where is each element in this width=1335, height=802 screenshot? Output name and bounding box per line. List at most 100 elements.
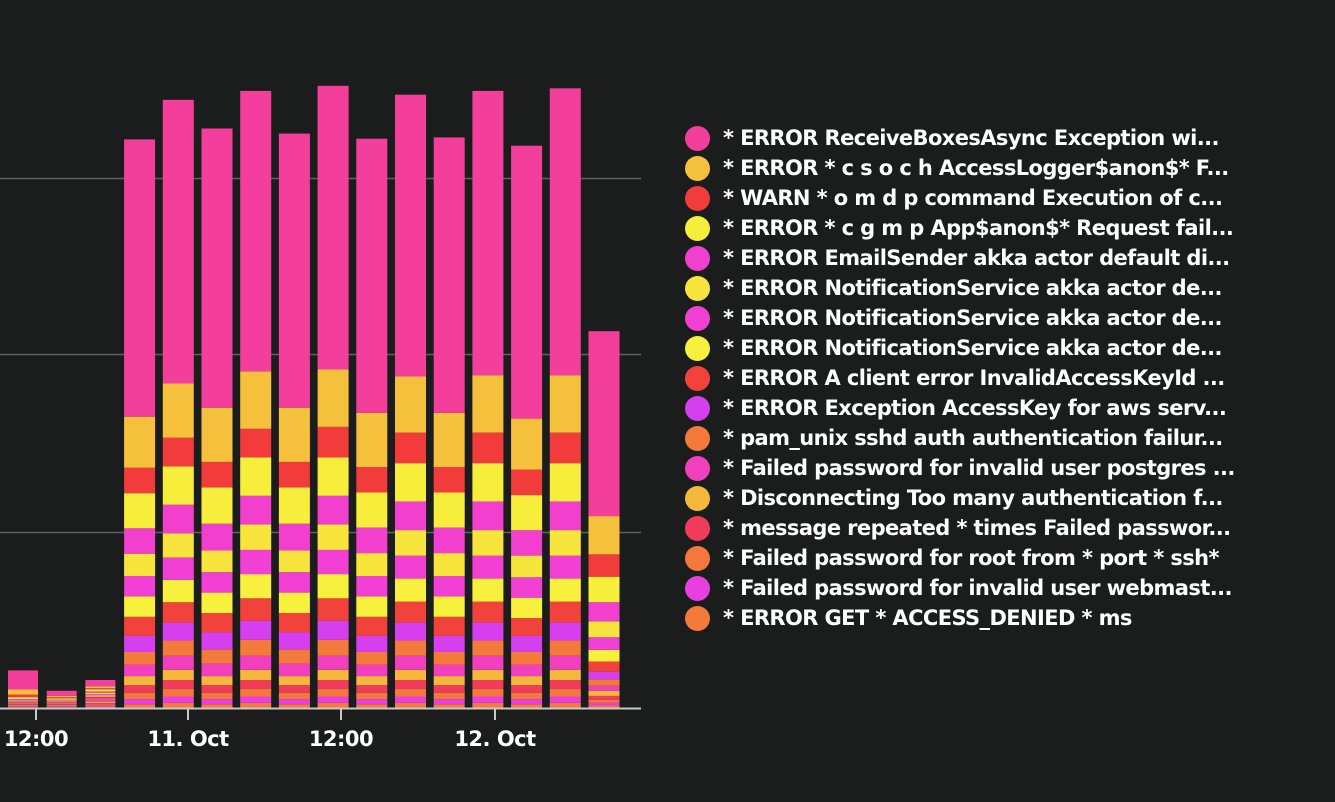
bar-segment[interactable] xyxy=(85,706,116,708)
bar-segment[interactable] xyxy=(395,696,426,703)
legend-item[interactable]: * WARN * o m d p command Execution of c.… xyxy=(685,183,1325,213)
bar-segment[interactable] xyxy=(85,705,116,707)
bar-segment[interactable] xyxy=(511,704,543,709)
bar-segment[interactable] xyxy=(317,680,349,689)
bar-segment[interactable] xyxy=(124,685,156,693)
bar-segment[interactable] xyxy=(317,369,349,427)
bar-segment[interactable] xyxy=(162,533,194,558)
bar-segment[interactable] xyxy=(85,692,116,694)
bar-segment[interactable] xyxy=(395,669,426,680)
bar-segment[interactable] xyxy=(395,578,426,602)
bar-segment[interactable] xyxy=(201,461,233,488)
bar-segment[interactable] xyxy=(85,702,116,705)
bar-segment[interactable] xyxy=(511,555,543,578)
bar-segment[interactable] xyxy=(356,138,388,413)
bar-segment[interactable] xyxy=(278,676,310,686)
bar-segment[interactable] xyxy=(433,527,465,554)
bar-segment[interactable] xyxy=(472,90,504,376)
bar-segment[interactable] xyxy=(356,699,388,705)
bar-segment[interactable] xyxy=(395,501,426,531)
bar-segment[interactable] xyxy=(124,553,156,577)
bar-segment[interactable] xyxy=(124,636,156,652)
bar-segment[interactable] xyxy=(588,695,620,700)
bar-segment[interactable] xyxy=(472,375,504,433)
bar-segment[interactable] xyxy=(278,663,310,677)
bar-segment[interactable] xyxy=(278,523,310,551)
bar-segment[interactable] xyxy=(511,676,543,686)
bar-segment[interactable] xyxy=(356,651,388,665)
bar-segment[interactable] xyxy=(356,616,388,636)
bar-segment[interactable] xyxy=(549,688,581,697)
bar-segment[interactable] xyxy=(395,688,426,697)
bar-segment[interactable] xyxy=(240,371,272,429)
bar-segment[interactable] xyxy=(472,655,504,670)
bar-segment[interactable] xyxy=(124,576,156,597)
bar-segment[interactable] xyxy=(433,596,465,617)
bar-segment[interactable] xyxy=(588,554,620,577)
bar-segment[interactable] xyxy=(433,664,465,677)
bar-segment[interactable] xyxy=(46,706,77,707)
bar-segment[interactable] xyxy=(433,492,465,528)
bar-segment[interactable] xyxy=(278,704,310,709)
bar-segment[interactable] xyxy=(395,640,426,656)
legend-item[interactable]: * ERROR * c s o c h AccessLogger$anon$* … xyxy=(685,153,1325,183)
bar-segment[interactable] xyxy=(511,618,543,636)
bar-segment[interactable] xyxy=(8,702,38,704)
bar-segment[interactable] xyxy=(472,555,504,579)
bar-segment[interactable] xyxy=(124,596,156,617)
bar-segment[interactable] xyxy=(46,703,77,705)
bar-segment[interactable] xyxy=(317,702,349,708)
bar-segment[interactable] xyxy=(8,700,38,701)
bar-segment[interactable] xyxy=(46,699,77,701)
bar-segment[interactable] xyxy=(85,689,116,692)
bar-segment[interactable] xyxy=(588,661,620,672)
bar-segment[interactable] xyxy=(162,466,194,505)
bar-segment[interactable] xyxy=(124,139,156,417)
bar-segment[interactable] xyxy=(472,463,504,502)
bar-segment[interactable] xyxy=(8,689,38,695)
bar-segment[interactable] xyxy=(511,597,543,619)
legend-item[interactable]: * Failed password for invalid user postg… xyxy=(685,453,1325,483)
bar-segment[interactable] xyxy=(549,530,581,556)
bar-segment[interactable] xyxy=(356,412,388,467)
bar-segment[interactable] xyxy=(356,576,388,597)
bar-segment[interactable] xyxy=(511,651,543,665)
bar-segment[interactable] xyxy=(472,702,504,708)
legend-item[interactable]: * Failed password for root from * port *… xyxy=(685,543,1325,573)
bar-segment[interactable] xyxy=(46,704,77,706)
bar-segment[interactable] xyxy=(549,696,581,703)
bar-segment[interactable] xyxy=(124,616,156,636)
bar-segment[interactable] xyxy=(201,487,233,524)
bar-segment[interactable] xyxy=(549,640,581,656)
legend-item[interactable]: * ERROR NotificationService akka actor d… xyxy=(685,333,1325,363)
bar-segment[interactable] xyxy=(588,699,620,703)
bar-segment[interactable] xyxy=(549,702,581,708)
bar-segment[interactable] xyxy=(472,622,504,641)
bar-segment[interactable] xyxy=(588,576,620,603)
bar-segment[interactable] xyxy=(356,636,388,652)
bar-segment[interactable] xyxy=(433,137,465,413)
bar-segment[interactable] xyxy=(240,457,272,496)
bar-segment[interactable] xyxy=(46,701,77,703)
bar-segment[interactable] xyxy=(85,691,116,693)
bar-segment[interactable] xyxy=(278,487,310,524)
bar-segment[interactable] xyxy=(588,690,620,696)
bar-segment[interactable] xyxy=(317,620,349,640)
bar-segment[interactable] xyxy=(395,702,426,708)
bar-segment[interactable] xyxy=(433,685,465,693)
bar-segment[interactable] xyxy=(472,530,504,556)
bar-segment[interactable] xyxy=(8,706,38,707)
bar-segment[interactable] xyxy=(201,699,233,705)
bar-segment[interactable] xyxy=(549,501,581,531)
bar-segment[interactable] xyxy=(8,701,38,702)
bar-segment[interactable] xyxy=(472,501,504,531)
legend-item[interactable]: * ERROR NotificationService akka actor d… xyxy=(685,303,1325,333)
bar-segment[interactable] xyxy=(124,416,156,468)
bar-segment[interactable] xyxy=(588,637,620,650)
bar-segment[interactable] xyxy=(240,598,272,621)
bar-segment[interactable] xyxy=(472,688,504,697)
bar-segment[interactable] xyxy=(8,702,38,703)
bar-segment[interactable] xyxy=(511,418,543,470)
bar-segment[interactable] xyxy=(85,694,116,696)
bar-segment[interactable] xyxy=(588,679,620,686)
